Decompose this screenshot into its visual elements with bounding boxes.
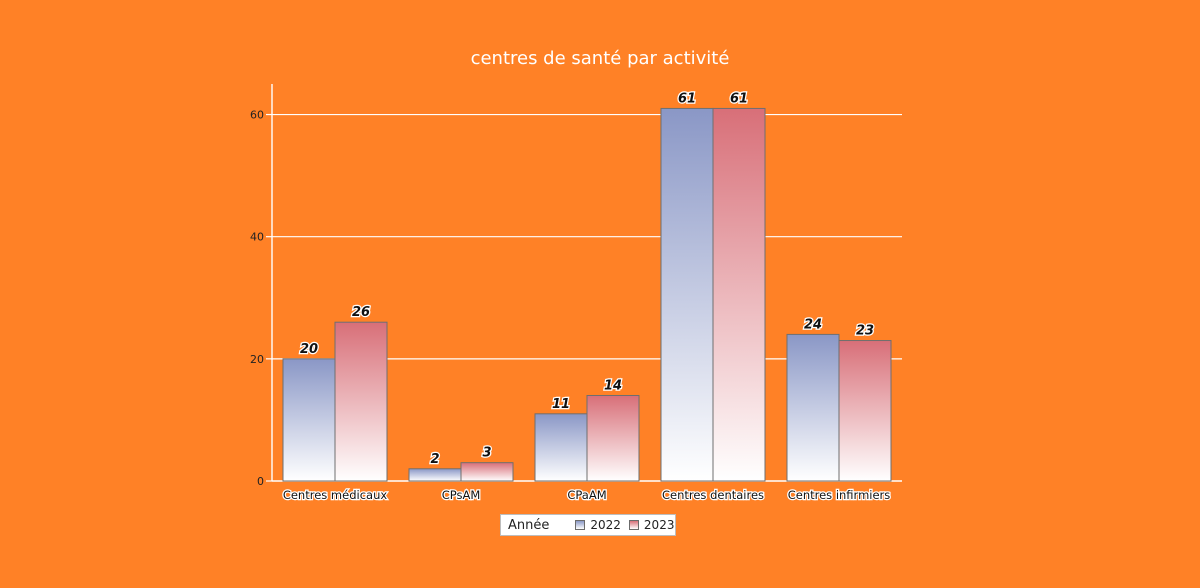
data-label-2022-2: 11 xyxy=(552,397,570,412)
data-label-2023-1: 3 xyxy=(482,446,491,461)
bar-2023-0 xyxy=(334,321,388,482)
bar-2023-4 xyxy=(838,340,892,482)
legend-swatch-2023 xyxy=(628,520,639,530)
data-label-2023-2: 14 xyxy=(604,378,622,393)
x-tick-label-3: Centres dentaires xyxy=(662,488,764,502)
legend-item-2022: 2022 xyxy=(575,518,621,532)
bar-2022-3 xyxy=(660,107,714,482)
bar-2023-3 xyxy=(712,107,766,482)
data-label-2022-1: 2 xyxy=(430,452,439,467)
bar-2022-2 xyxy=(534,413,588,482)
data-label-2022-3: 61 xyxy=(678,91,696,106)
legend-title: Année xyxy=(508,517,550,533)
data-label-2023-3: 61 xyxy=(730,91,748,106)
legend: Année 2022 2023 xyxy=(500,514,676,536)
chart-title: centres de santé par activité xyxy=(470,48,730,69)
y-tick-label-60: 60 xyxy=(250,109,264,122)
legend-label-2023: 2023 xyxy=(643,518,675,532)
y-tick-label-40: 40 xyxy=(250,231,264,244)
data-label-2023-0: 26 xyxy=(352,305,370,320)
y-tick-label-0: 0 xyxy=(257,475,264,488)
data-label-2022-4: 24 xyxy=(804,317,822,332)
x-tick-label-4: Centres infirmiers xyxy=(788,488,891,502)
bar-2022-4 xyxy=(786,333,840,482)
legend-swatch-2022 xyxy=(575,520,586,530)
y-tick-label-20: 20 xyxy=(250,353,264,366)
data-label-2023-4: 23 xyxy=(856,324,874,339)
x-tick-label-0: Centres médicaux xyxy=(283,488,388,502)
x-tick-label-2: CPaAM xyxy=(567,488,606,502)
data-label-2022-0: 20 xyxy=(300,342,318,357)
bar-2023-2 xyxy=(586,394,640,482)
x-tick-label-1: CPsAM xyxy=(442,488,481,502)
bar-2022-0 xyxy=(282,358,336,482)
legend-label-2022: 2022 xyxy=(590,518,621,532)
bar-2023-1 xyxy=(460,462,514,482)
bar-2022-1 xyxy=(408,468,462,482)
legend-item-2023: 2023 xyxy=(628,518,675,532)
